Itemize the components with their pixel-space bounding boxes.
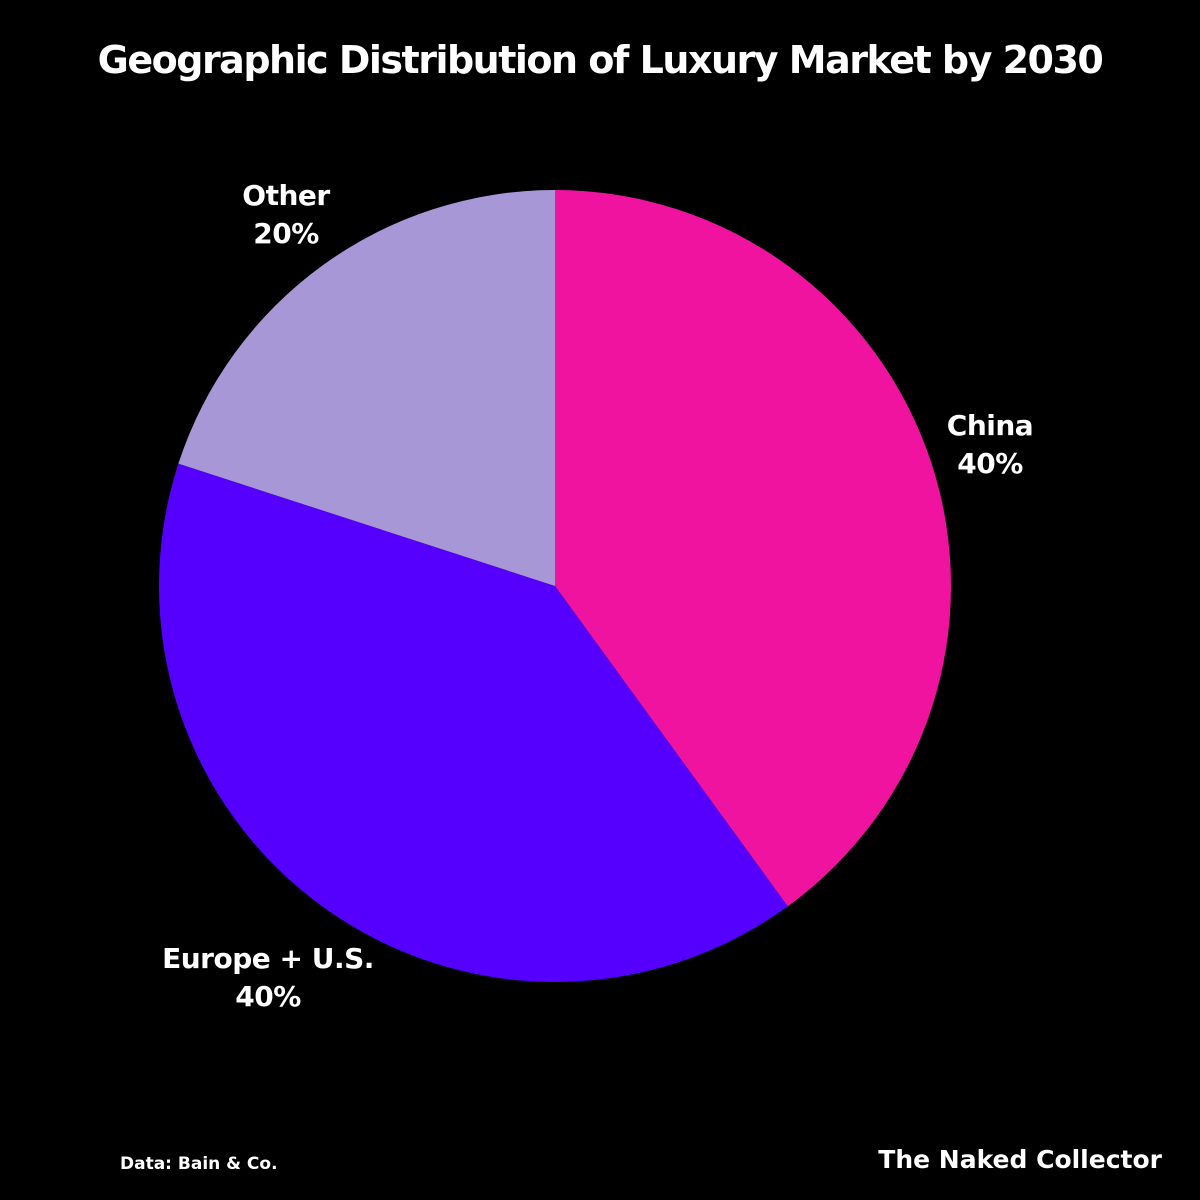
pie-slice-china xyxy=(555,190,951,907)
pie-slices xyxy=(158,190,951,982)
pie-slice-europe-u-s xyxy=(158,463,788,982)
slice-labels: China 40% Europe + U.S. 40% Other 20% xyxy=(162,179,1034,1013)
slice-value-europe-u-s: 40% xyxy=(235,980,301,1013)
data-source: Data: Bain & Co. xyxy=(120,1154,278,1174)
slice-label-china: China xyxy=(947,409,1033,442)
pie-slice-other xyxy=(178,190,555,586)
brand-name: The Naked Collector xyxy=(878,1145,1162,1174)
chart-title: Geographic Distribution of Luxury Market… xyxy=(97,38,1104,82)
slice-label-other: Other xyxy=(242,179,330,212)
slice-value-other: 20% xyxy=(253,217,319,250)
slice-label-europe-u-s: Europe + U.S. xyxy=(162,942,374,975)
slice-value-china: 40% xyxy=(957,447,1023,480)
